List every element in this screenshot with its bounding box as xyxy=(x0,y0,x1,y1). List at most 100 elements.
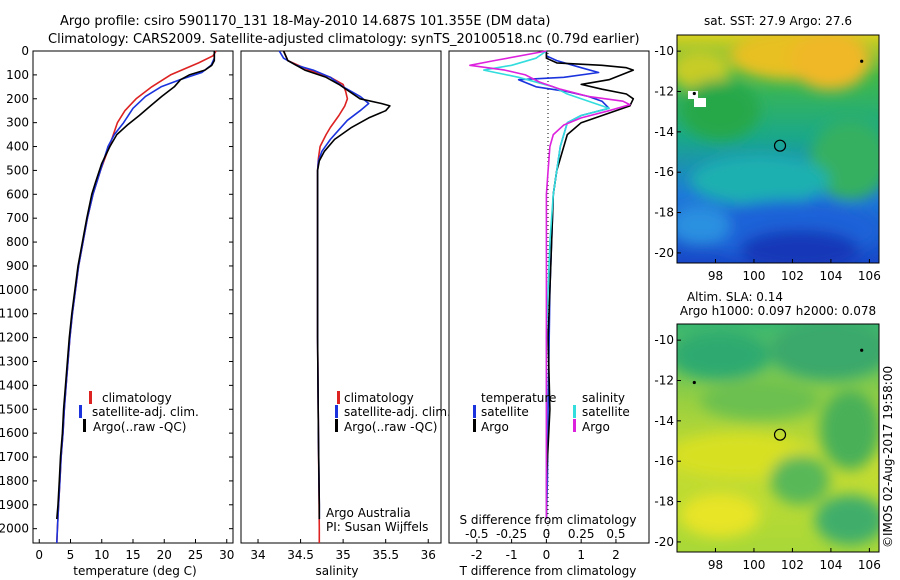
temperature-panel: 0100200300400500600700800900100011001200… xyxy=(0,44,234,578)
x-tick-label: 1 xyxy=(577,548,585,562)
map-x-tick-label: 100 xyxy=(742,269,765,283)
legend-label-argo: Argo(..raw -QC) xyxy=(93,420,186,434)
credit-line-1: Argo Australia xyxy=(326,506,411,520)
sla-field xyxy=(677,324,879,552)
x-tick-label: -2 xyxy=(471,548,483,562)
series-argo-temperature- xyxy=(545,51,635,520)
sla-map-frame xyxy=(676,323,880,553)
map-x-tick-label: 104 xyxy=(819,269,842,283)
legend-swatch-climatology xyxy=(337,391,340,404)
y-tick-label: 1300 xyxy=(0,354,29,368)
sla-map-panel: Altim. SLA: 0.14 Argo h1000: 0.097 h2000… xyxy=(654,290,880,572)
legend-swatch-satellite xyxy=(335,405,338,418)
sla-map-title-1: Altim. SLA: 0.14 xyxy=(687,290,783,304)
legend-label-satellite: satellite-adj. clim. xyxy=(344,405,451,419)
map-x-tick-label: 102 xyxy=(781,269,804,283)
x-tick-label: 35 xyxy=(335,548,350,562)
land-mask xyxy=(688,91,698,99)
sst-field xyxy=(677,35,879,263)
temperature-plot-frame xyxy=(32,50,234,544)
salinity-legend: climatology satellite-adj. clim. Argo(..… xyxy=(335,391,451,434)
x2-tick-label: 0.25 xyxy=(568,527,595,541)
x-tick-label: 30 xyxy=(219,548,234,562)
map-x-tick-label: 104 xyxy=(819,558,842,572)
map-y-tick-label: -10 xyxy=(654,333,674,347)
y-tick-label: 200 xyxy=(6,92,29,106)
map-y-tick-label: -14 xyxy=(654,125,674,139)
map-y-tick-label: -20 xyxy=(654,535,674,549)
map-y-tick-label: -20 xyxy=(654,246,674,260)
x2-tick-label: 0.5 xyxy=(606,527,625,541)
legend-swatch-argo-temp xyxy=(473,419,476,432)
credit-line-2: PI: Susan Wijffels xyxy=(326,520,428,534)
sst-map-title: sat. SST: 27.9 Argo: 27.6 xyxy=(704,14,852,28)
map-x-tick-label: 98 xyxy=(708,269,723,283)
map-x-tick-label: 98 xyxy=(708,558,723,572)
legend-label-climatology: climatology xyxy=(344,391,414,405)
map-y-tick-label: -18 xyxy=(654,495,674,509)
x2-tick-label: 0 xyxy=(543,527,551,541)
map-y-tick-label: -16 xyxy=(654,454,674,468)
x-tick-label: 0 xyxy=(35,548,43,562)
series-argo-raw-qc- xyxy=(282,50,391,520)
x-tick-label: 36 xyxy=(421,548,436,562)
legend-label-argo-temp: Argo xyxy=(481,420,509,434)
legend-swatch-satellite xyxy=(79,405,82,418)
legend-swatch-climatology xyxy=(89,391,92,404)
y-tick-label: 1600 xyxy=(0,426,29,440)
map-x-tick-label: 106 xyxy=(858,269,881,283)
x-tick-label: -1 xyxy=(506,548,518,562)
x2-tick-label: -0.5 xyxy=(465,527,488,541)
x-tick-label: 5 xyxy=(67,548,75,562)
x2-tick-label: -0.25 xyxy=(496,527,527,541)
legend-header-temperature: temperature xyxy=(481,391,556,405)
y-tick-label: 100 xyxy=(6,68,29,82)
map-y-tick-label: -12 xyxy=(654,373,674,387)
legend-swatch-argo xyxy=(83,419,86,432)
series-argo-salinity- xyxy=(469,50,631,520)
land-mask xyxy=(694,98,706,107)
y-tick-label: 1100 xyxy=(0,307,29,321)
x-tick-label: 0 xyxy=(543,548,551,562)
x-tick-label: 20 xyxy=(157,548,172,562)
salinity-panel: 34 34.5 35 35.5 36 salinity climatology sate… xyxy=(240,50,451,578)
legend-swatch-argo-sal xyxy=(573,419,576,432)
watermark: ©IMOS 02-Aug-2017 19:58:00 xyxy=(881,366,895,548)
t-difference-label: T difference from climatology xyxy=(459,564,637,578)
y-tick-label: 1700 xyxy=(0,450,29,464)
temperature-xlabel: temperature (deg C) xyxy=(73,564,196,578)
legend-label-argo-sal: Argo xyxy=(582,420,610,434)
y-tick-label: 1000 xyxy=(0,283,29,297)
salinity-plot-frame xyxy=(240,50,442,544)
y-tick-label: 900 xyxy=(6,259,29,273)
sla-map-title-2: Argo h1000: 0.097 h2000: 0.078 xyxy=(680,304,876,318)
legend-label-satellite-sal: satellite xyxy=(582,405,630,419)
legend-label-satellite-temp: satellite xyxy=(481,405,529,419)
y-tick-label: 1200 xyxy=(0,331,29,345)
series-argo-raw-qc- xyxy=(56,51,216,520)
y-tick-label: 1400 xyxy=(0,378,29,392)
x-tick-label: 2 xyxy=(612,548,620,562)
y-tick-label: 0 xyxy=(21,44,29,58)
map-y-tick-label: -14 xyxy=(654,414,674,428)
x-tick-label: 15 xyxy=(125,548,140,562)
x-tick-label: 25 xyxy=(188,548,203,562)
x-tick-label: 35.5 xyxy=(372,548,399,562)
y-tick-label: 1900 xyxy=(0,498,29,512)
differences-legend: temperature salinity satellite Argo sate… xyxy=(473,391,630,434)
header-line-2: Climatology: CARS2009. Satellite-adjuste… xyxy=(48,32,640,47)
salinity-xlabel: salinity xyxy=(315,564,358,578)
map-y-tick-label: -10 xyxy=(654,44,674,58)
legend-swatch-satellite-temp xyxy=(473,405,476,418)
map-x-tick-label: 100 xyxy=(742,558,765,572)
s-difference-label: S difference from climatology xyxy=(460,513,637,527)
y-tick-label: 300 xyxy=(6,116,29,130)
temperature-legend: climatology satellite-adj. clim. Argo(..… xyxy=(79,391,199,434)
y-tick-label: 700 xyxy=(6,211,29,225)
legend-swatch-argo xyxy=(335,419,338,432)
x-tick-label: 34 xyxy=(250,548,265,562)
map-y-tick-label: -12 xyxy=(654,84,674,98)
float-marker xyxy=(692,91,696,96)
x-tick-label: 10 xyxy=(94,548,109,562)
